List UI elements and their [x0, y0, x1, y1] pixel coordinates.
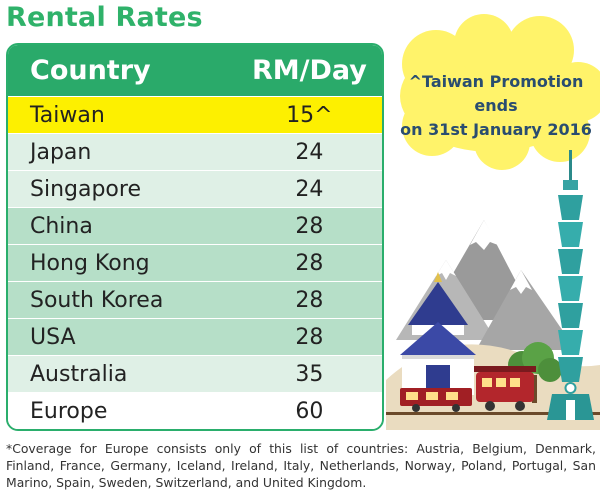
row-country: Australia [30, 361, 128, 387]
rental-rates-table: Country RM/Day Taiwan 15^ Japan 24 Singa… [6, 43, 384, 431]
table-row: USA 28 [8, 318, 382, 355]
row-rate: 24 [295, 176, 324, 202]
row-country: Europe [30, 398, 108, 424]
row-country: USA [30, 324, 76, 350]
row-rate: 15^ [286, 102, 333, 128]
table-row: Japan 24 [8, 133, 382, 170]
row-rate: 60 [295, 398, 324, 424]
row-country: Singapore [30, 176, 141, 202]
table-row: Taiwan 15^ [8, 96, 382, 133]
row-rate: 35 [295, 361, 324, 387]
promo-note: ^Taiwan Promotion ends on 31st January 2… [396, 70, 596, 142]
taiwan-illustration [386, 150, 600, 430]
promo-cloud-icon [400, 14, 600, 170]
row-country: China [30, 213, 93, 239]
table-row: South Korea 28 [8, 281, 382, 318]
row-country: Japan [30, 139, 92, 165]
table-row: Australia 35 [8, 355, 382, 392]
row-country: South Korea [30, 287, 164, 313]
red-train-icon [386, 366, 600, 415]
row-rate: 24 [295, 139, 324, 165]
table-row: China 28 [8, 207, 382, 244]
taipei-101-tower-icon [547, 150, 594, 420]
row-rate: 28 [295, 287, 324, 313]
row-rate: 28 [295, 213, 324, 239]
table-row: Singapore 24 [8, 170, 382, 207]
row-country: Hong Kong [30, 250, 150, 276]
promo-line-2: on 31st January 2016 [400, 120, 592, 139]
footnote: *Coverage for Europe consists only of th… [6, 441, 596, 490]
page-title: Rental Rates [6, 2, 203, 33]
column-header-rate: RM/Day [251, 55, 367, 86]
table-row: Europe 60 [8, 392, 382, 429]
promo-line-1: ^Taiwan Promotion ends [408, 72, 584, 115]
column-header-country: Country [30, 55, 151, 86]
row-country: Taiwan [30, 102, 105, 128]
row-rate: 28 [295, 324, 324, 350]
table-header: Country RM/Day [8, 45, 382, 96]
row-rate: 28 [295, 250, 324, 276]
table-row: Hong Kong 28 [8, 244, 382, 281]
